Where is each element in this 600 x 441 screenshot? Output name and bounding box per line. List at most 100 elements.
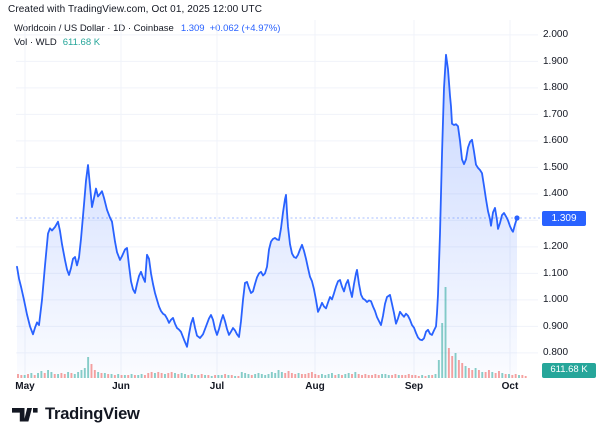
volume-bar bbox=[180, 373, 183, 378]
volume-bar bbox=[67, 372, 70, 378]
volume-bar bbox=[287, 371, 290, 378]
volume-bar bbox=[23, 375, 26, 378]
price-scale-label: 1.400 bbox=[543, 188, 569, 200]
volume-bar bbox=[361, 375, 363, 378]
price-scale-label: 1.900 bbox=[543, 55, 569, 67]
legend-symbol-row: Worldcoin / US Dollar · 1D · Coinbase 1.3… bbox=[14, 22, 280, 36]
legend-volume-row: Vol · WLD 611.68 K bbox=[14, 36, 280, 50]
volume-bar bbox=[467, 368, 470, 378]
volume-bar bbox=[354, 372, 357, 378]
symbol-title: Worldcoin / US Dollar · 1D · Coinbase bbox=[14, 23, 174, 34]
volume-bar bbox=[60, 373, 63, 378]
tradingview-logo-icon bbox=[12, 407, 38, 421]
volume-bar bbox=[277, 370, 280, 378]
volume-bar bbox=[431, 375, 434, 378]
volume-bar bbox=[100, 373, 103, 378]
volume-value: 611.68 K bbox=[62, 36, 101, 48]
volume-bar bbox=[257, 373, 260, 378]
volume-bar bbox=[97, 372, 100, 378]
price-scale-label: 1.100 bbox=[543, 267, 569, 279]
volume-bar bbox=[137, 375, 140, 378]
volume-bar bbox=[147, 373, 150, 378]
volume-bar bbox=[33, 375, 36, 378]
area-series-fill bbox=[17, 54, 517, 379]
volume-bar bbox=[17, 374, 19, 378]
volume-bar bbox=[504, 374, 507, 378]
volume-bar bbox=[120, 375, 123, 378]
volume-bar bbox=[427, 375, 430, 378]
volume-bar bbox=[327, 374, 330, 378]
volume-bar bbox=[374, 374, 377, 378]
price-scale-label: 1.800 bbox=[543, 82, 569, 94]
volume-bar bbox=[140, 374, 143, 378]
volume-bar bbox=[367, 375, 370, 378]
volume-bar bbox=[143, 375, 146, 378]
volume-bar bbox=[210, 376, 213, 378]
volume-bar bbox=[294, 374, 297, 378]
volume-bar bbox=[454, 353, 457, 378]
volume-bar bbox=[524, 376, 527, 378]
volume-bar bbox=[407, 374, 410, 378]
volume-bar bbox=[511, 375, 514, 378]
volume-bar bbox=[437, 360, 440, 378]
volume-bar bbox=[341, 375, 343, 378]
volume-bar bbox=[417, 376, 420, 378]
volume-bar bbox=[508, 374, 510, 378]
volume-bar bbox=[434, 374, 437, 378]
volume-bar bbox=[447, 348, 450, 378]
volume-bar bbox=[484, 372, 487, 378]
time-scale-label: Oct bbox=[501, 381, 519, 392]
volume-bar bbox=[461, 363, 464, 378]
volume-bar bbox=[518, 375, 520, 378]
time-scale-label: Aug bbox=[305, 381, 325, 392]
volume-bar bbox=[123, 375, 126, 378]
volume-bar bbox=[70, 373, 73, 378]
volume-bar bbox=[357, 374, 360, 378]
volume-bar bbox=[381, 374, 384, 378]
chart-legend: Worldcoin / US Dollar · 1D · Coinbase 1.3… bbox=[14, 22, 280, 49]
price-scale-label: 0.800 bbox=[543, 347, 569, 359]
volume-bar bbox=[334, 375, 337, 378]
volume-bar bbox=[317, 375, 320, 378]
attribution-text: Created with TradingView.com, Oct 01, 20… bbox=[8, 4, 263, 15]
volume-bar bbox=[498, 371, 500, 378]
volume-bar bbox=[130, 374, 133, 378]
volume-bar bbox=[250, 375, 253, 378]
volume-bar bbox=[63, 374, 66, 378]
volume-bar bbox=[103, 373, 106, 378]
legend-last-price: 1.309 bbox=[180, 23, 205, 34]
volume-bar bbox=[297, 373, 300, 378]
volume-bar bbox=[371, 375, 373, 378]
volume-bar bbox=[481, 372, 484, 378]
volume-bar bbox=[477, 370, 480, 378]
volume-bar bbox=[244, 373, 247, 378]
volume-bar bbox=[474, 368, 477, 378]
volume-bar bbox=[207, 375, 210, 378]
time-scale-label: Jun bbox=[112, 381, 130, 392]
volume-bar bbox=[90, 364, 93, 378]
volume-bar bbox=[337, 374, 340, 378]
volume-bar bbox=[401, 375, 404, 378]
volume-bar bbox=[150, 372, 153, 378]
tradingview-logo: TradingView bbox=[12, 405, 140, 424]
price-scale-label: 2.000 bbox=[543, 29, 569, 41]
volume-bar bbox=[404, 375, 407, 378]
volume-bar bbox=[237, 376, 240, 378]
volume-bar bbox=[377, 375, 380, 378]
volume-bar bbox=[107, 374, 110, 378]
volume-bar bbox=[391, 375, 394, 378]
volume-bar bbox=[264, 375, 267, 378]
volume-bar bbox=[177, 374, 180, 378]
volume-bar bbox=[351, 374, 353, 378]
volume-bar bbox=[284, 373, 287, 378]
volume-bar bbox=[411, 375, 414, 378]
tradingview-logo-text: TradingView bbox=[45, 405, 140, 423]
price-scale-label: 1.500 bbox=[543, 161, 569, 173]
volume-bar bbox=[87, 357, 90, 378]
volume-bar bbox=[153, 373, 156, 378]
volume-bar bbox=[514, 374, 517, 378]
price-scale-label: 1.000 bbox=[543, 294, 569, 306]
volume-bar bbox=[234, 376, 237, 378]
